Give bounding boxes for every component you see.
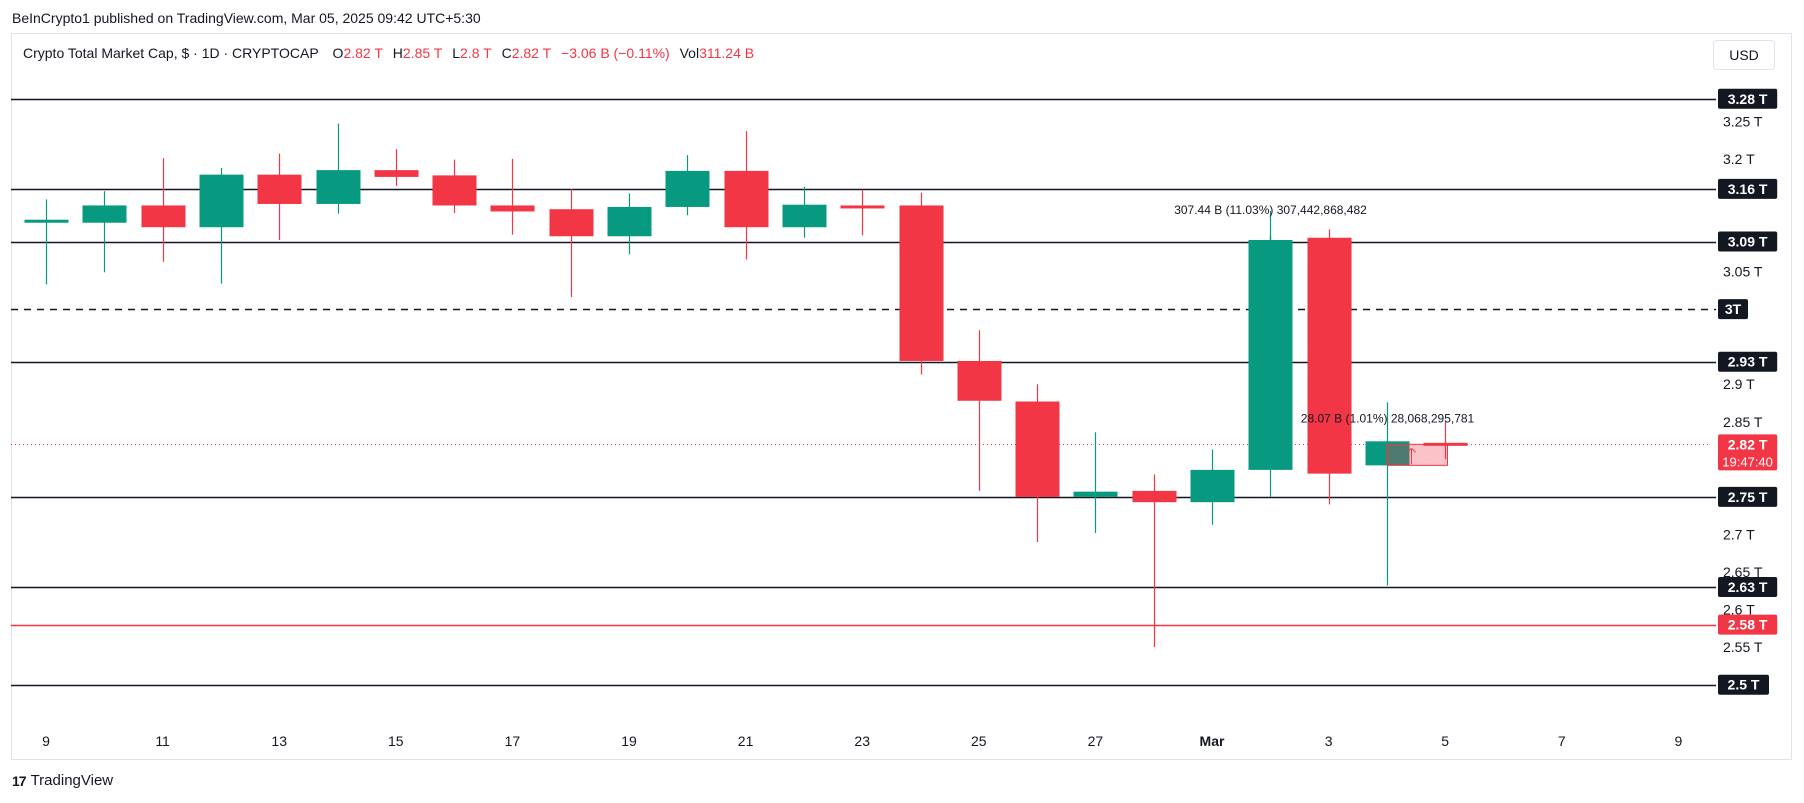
current-price-badge-countdown: 19:47:40 <box>1722 454 1773 469</box>
level-badge: 3.16 T <box>1728 181 1768 197</box>
symbol-legend: Crypto Total Market Cap, $ · 1D · CRYPTO… <box>23 45 754 61</box>
x-tick-label: 9 <box>42 733 50 749</box>
current-price-badge-bg <box>1718 434 1778 471</box>
level-badge-bg <box>1718 351 1778 372</box>
x-tick-label: Mar <box>1200 733 1225 749</box>
annotations: 307.44 B (11.03%) 307,442,868,482 28.07 B… <box>1174 203 1475 469</box>
tradingview-footer[interactable]: 17 TradingView <box>12 772 113 789</box>
candle-body <box>957 360 1002 401</box>
level-badge-bg <box>1718 231 1778 252</box>
measure-box <box>1387 443 1448 466</box>
tradingview-brand: TradingView <box>30 772 114 789</box>
level-badge: 2.75 T <box>1728 489 1768 505</box>
y-tick-label: 3.2 T <box>1723 151 1755 167</box>
candle-body <box>24 219 69 223</box>
x-tick-label: 11 <box>155 733 170 749</box>
candle-body <box>724 170 769 228</box>
level-badge: 2.93 T <box>1728 354 1768 370</box>
level-badge: 2.5 T <box>1728 677 1760 693</box>
candle-body <box>141 205 186 228</box>
open-value: 2.82 T <box>343 45 383 61</box>
level-badge-bg <box>1718 178 1778 199</box>
x-tick-label: 19 <box>621 733 637 749</box>
candle-body <box>82 205 127 223</box>
candle-body <box>432 175 477 206</box>
y-tick-label: 2.55 T <box>1723 639 1763 655</box>
level-badge: 3.28 T <box>1728 91 1768 107</box>
candle-body <box>1190 469 1235 503</box>
candles <box>24 123 1468 648</box>
level-badge: 3.09 T <box>1728 234 1768 250</box>
chart-frame <box>11 33 1792 760</box>
y-tick-label: 2.85 T <box>1723 414 1763 430</box>
candle-body <box>257 174 302 204</box>
y-tick-label: 2.9 T <box>1723 376 1755 392</box>
publish-info: BeInCrypto1 published on TradingView.com… <box>12 10 481 26</box>
candle-body <box>665 170 710 207</box>
x-tick-label: 7 <box>1558 733 1566 749</box>
level-badge-bg <box>1718 88 1778 109</box>
candle-body <box>840 205 885 209</box>
tradingview-logo-icon: 17 <box>12 772 27 789</box>
low-label: L <box>452 45 461 61</box>
measure-arrow-icon <box>1407 447 1416 465</box>
x-tick-label: 9 <box>1675 733 1683 749</box>
candle-body <box>199 174 244 228</box>
x-tick-label: 13 <box>271 733 287 749</box>
open-label: O <box>332 45 344 61</box>
high-value: 2.85 T <box>402 45 443 61</box>
x-tick-label: 3 <box>1325 733 1333 749</box>
symbol-title[interactable]: Crypto Total Market Cap, $ · 1D · CRYPTO… <box>23 45 319 61</box>
x-tick-label: 23 <box>854 733 870 749</box>
x-tick-label: 25 <box>971 733 987 749</box>
candle-body <box>899 205 944 361</box>
x-tick-label: 15 <box>388 733 404 749</box>
currency-button[interactable]: USD <box>1713 40 1775 70</box>
y-tick-label: 2.65 T <box>1723 564 1763 580</box>
y-tick-label: 2.7 T <box>1723 526 1755 542</box>
level-badge-bg <box>1718 614 1778 635</box>
time-axis: 9 11 13 15 17 19 21 23 25 27 Mar 3 5 7 9 <box>42 733 1682 749</box>
candle-body <box>1073 491 1118 497</box>
x-tick-label: 5 <box>1441 733 1449 749</box>
change-value: −3.06 B (−0.11%) <box>561 45 670 61</box>
level-badge-bg <box>1718 299 1748 320</box>
measure-label: 307.44 B (11.03%) 307,442,868,482 <box>1174 203 1367 217</box>
close-value: 2.82 T <box>511 45 552 61</box>
y-tick-label: 3.05 T <box>1723 264 1763 280</box>
candle-body <box>316 170 361 204</box>
candle-body <box>1015 401 1060 497</box>
candle-body <box>374 170 419 177</box>
candle-body <box>607 206 652 237</box>
level-badge-bg <box>1718 577 1778 598</box>
candle-body <box>490 205 535 212</box>
current-price-badge: 2.82 T <box>1728 436 1768 452</box>
low-value: 2.8 T <box>460 45 492 61</box>
high-label: H <box>392 45 403 61</box>
x-tick-label: 21 <box>738 733 754 749</box>
price-axis: 3.25 T3.2 T3.05 T2.9 T2.85 T2.7 T2.65 T2… <box>1718 88 1778 695</box>
y-tick-label: 2.6 T <box>1723 602 1755 618</box>
x-tick-label: 27 <box>1088 733 1104 749</box>
candle-body <box>549 209 594 237</box>
close-label: C <box>501 45 512 61</box>
level-badge: 3T <box>1725 301 1742 317</box>
level-badge-bg <box>1718 486 1778 507</box>
level-badge: 2.58 T <box>1728 617 1768 633</box>
level-badge: 2.63 T <box>1728 579 1768 595</box>
level-badge-bg <box>1718 674 1769 695</box>
x-tick-label: 17 <box>505 733 521 749</box>
candle-body <box>1307 237 1352 474</box>
volume-value: 311.24 B <box>699 45 755 61</box>
volume-label: Vol <box>679 45 700 61</box>
candle-body <box>782 204 827 228</box>
candle-body <box>1132 490 1177 503</box>
measure-label: 28.07 B (1.01%) 28,068,295,781 <box>1301 411 1475 425</box>
y-tick-label: 3.25 T <box>1723 113 1763 129</box>
